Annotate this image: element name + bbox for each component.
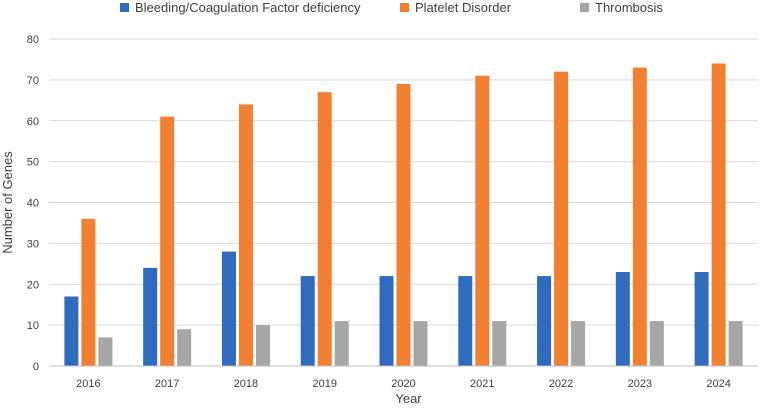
bar-2023-1 (632, 67, 647, 367)
legend-swatch-1 (400, 3, 409, 12)
legend-label-1: Platelet Disorder (415, 0, 512, 15)
x-tick-label: 2020 (391, 378, 415, 390)
bar-2023-0 (615, 271, 630, 366)
bar-2018-1 (238, 104, 253, 367)
bar-2016-1 (81, 218, 96, 366)
bar-2017-1 (160, 116, 175, 366)
bar-2016-0 (64, 296, 79, 366)
x-tick-label: 2021 (470, 378, 494, 390)
legend-swatch-2 (580, 3, 589, 12)
bar-2024-0 (694, 271, 709, 366)
legend-swatch-0 (120, 3, 129, 12)
x-tick-label: 2016 (76, 378, 100, 390)
legend-label-0: Bleeding/Coagulation Factor deficiency (135, 0, 361, 15)
x-axis-label: Year (395, 391, 422, 406)
y-tick-label: 80 (27, 34, 39, 46)
bars (64, 63, 743, 367)
y-axis-ticks: 0 10 20 30 40 50 60 70 80 (27, 34, 39, 373)
y-tick-label: 40 (27, 198, 39, 210)
bar-2024-2 (728, 321, 743, 366)
bar-2017-0 (143, 267, 158, 366)
y-tick-label: 10 (27, 320, 39, 332)
bar-2024-1 (711, 63, 726, 367)
bar-2019-1 (317, 92, 332, 366)
x-axis-ticks: 2016 2017 2018 2019 2020 2021 2022 2023 2024 (76, 378, 731, 390)
bar-2023-2 (649, 321, 664, 366)
bar-2022-0 (537, 276, 552, 366)
bar-2020-0 (379, 276, 394, 366)
x-tick-label: 2024 (706, 378, 730, 390)
y-tick-label: 0 (33, 361, 39, 373)
y-tick-label: 30 (27, 238, 39, 250)
bar-2020-1 (396, 83, 411, 367)
y-tick-label: 50 (27, 157, 39, 169)
x-tick-label: 2018 (234, 378, 258, 390)
bar-2020-2 (413, 321, 428, 366)
y-tick-label: 70 (27, 75, 39, 87)
bar-2021-2 (492, 321, 507, 366)
y-tick-label: 20 (27, 279, 39, 291)
x-tick-label: 2017 (155, 378, 179, 390)
bar-2018-0 (221, 251, 236, 366)
bar-2021-0 (458, 276, 473, 366)
y-tick-label: 60 (27, 116, 39, 128)
bar-2017-2 (177, 329, 192, 366)
bar-2016-2 (98, 337, 113, 366)
bar-2018-2 (255, 325, 270, 366)
x-tick-label: 2023 (628, 378, 652, 390)
x-tick-label: 2022 (549, 378, 573, 390)
bar-2019-2 (334, 321, 349, 366)
legend: Bleeding/Coagulation Factor deficiency Pl… (120, 0, 663, 15)
bar-2021-1 (475, 75, 490, 366)
legend-label-2: Thrombosis (595, 0, 663, 15)
bar-2019-0 (300, 276, 315, 366)
y-axis-label: Number of Genes (0, 151, 15, 254)
x-tick-label: 2019 (312, 378, 336, 390)
bar-2022-2 (571, 321, 586, 366)
bar-2022-1 (554, 71, 569, 366)
